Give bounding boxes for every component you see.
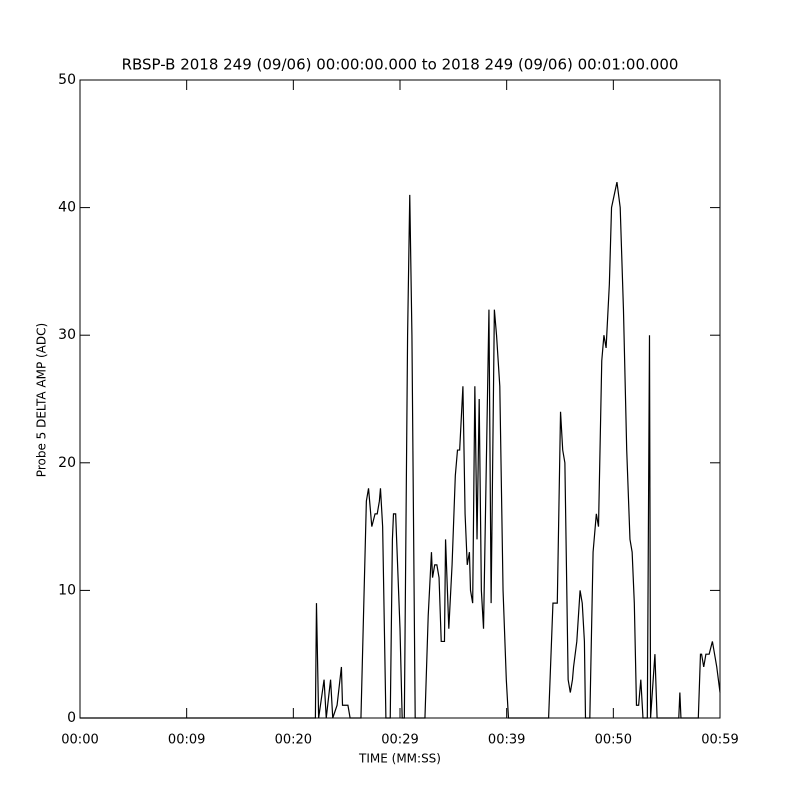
- x-axis-label: TIME (MM:SS): [358, 752, 441, 766]
- x-tick-label: 00:59: [701, 733, 738, 748]
- chart-title: RBSP-B 2018 249 (09/06) 00:00:00.000 to …: [122, 56, 679, 74]
- x-tick-label: 00:00: [61, 733, 98, 748]
- y-tick-label: 30: [58, 327, 76, 343]
- x-tick-label: 00:50: [595, 733, 632, 748]
- y-tick-label: 20: [58, 455, 76, 471]
- data-line: [80, 181, 721, 719]
- y-tick-label: 40: [58, 200, 76, 216]
- x-tick-label: 00:29: [381, 733, 418, 748]
- y-tick-label: 50: [58, 72, 76, 88]
- x-tick-label: 00:39: [488, 733, 525, 748]
- y-tick-label: 10: [58, 582, 76, 598]
- x-tick-label: 00:20: [275, 733, 312, 748]
- y-axis-label: Probe 5 DELTA AMP (ADC): [35, 323, 49, 477]
- y-tick-label: 0: [67, 710, 76, 726]
- x-tick-label: 00:09: [168, 733, 205, 748]
